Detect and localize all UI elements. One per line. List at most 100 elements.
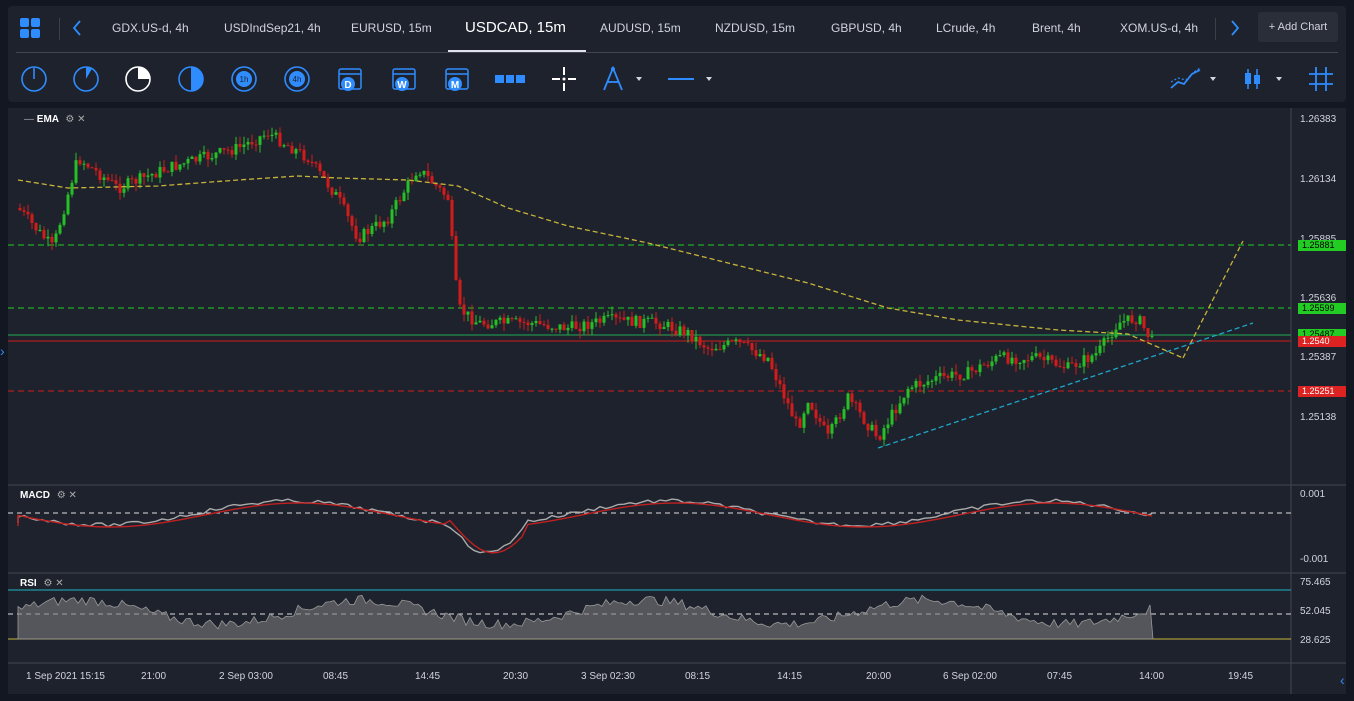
clock-4h-icon[interactable]: 4h	[282, 64, 312, 94]
candle	[166, 171, 170, 173]
candle	[674, 330, 678, 335]
candle	[654, 317, 658, 324]
chart-type-icon[interactable]	[1168, 64, 1220, 94]
crosshair-icon[interactable]	[549, 64, 579, 94]
candle	[546, 324, 550, 329]
add-chart-button[interactable]: + Add Chart	[1258, 12, 1338, 42]
candlestick-icon[interactable]	[1242, 64, 1288, 94]
drawing-tools-icon[interactable]	[598, 64, 644, 94]
time-axis-label: 20:00	[866, 671, 892, 682]
tab-audusd[interactable]: AUDUSD, 15m	[600, 21, 681, 35]
price-axis-label: 1.25636	[1300, 293, 1337, 304]
chevron-left-icon[interactable]: ‹	[1340, 672, 1345, 688]
candle	[378, 221, 382, 227]
close-icon[interactable]: ✕	[55, 578, 64, 589]
candle	[114, 180, 118, 184]
calendar-day-icon[interactable]: D	[336, 64, 366, 94]
candle	[830, 424, 834, 434]
settings-icon[interactable]: ⚙	[65, 114, 75, 125]
calendar-week-icon[interactable]: W	[390, 64, 420, 94]
collapse-icon[interactable]: —	[24, 114, 34, 125]
clock-15m-icon[interactable]	[123, 64, 153, 94]
candle	[834, 417, 838, 425]
candle	[938, 372, 942, 377]
clock-1h-icon[interactable]: 1h	[229, 64, 259, 94]
candle	[178, 164, 182, 170]
candle	[858, 402, 862, 413]
candle	[234, 144, 238, 155]
candle	[70, 182, 74, 195]
candle	[586, 321, 590, 329]
candle	[202, 151, 206, 155]
candle	[606, 315, 610, 317]
price-chart-canvas[interactable]	[8, 108, 1346, 694]
candle	[1042, 356, 1046, 361]
candle	[110, 179, 114, 181]
clock-1m-icon[interactable]	[19, 64, 49, 94]
candle	[1014, 357, 1018, 364]
zoom-fit-icon[interactable]	[494, 64, 525, 94]
top-bar: GDX.US-d, 4h USDIndSep21, 4h EURUSD, 15m…	[8, 6, 1346, 102]
tab-eurusd[interactable]: EURUSD, 15m	[351, 21, 432, 35]
candle	[350, 216, 354, 226]
candle	[102, 177, 106, 180]
candle	[838, 417, 842, 419]
candle	[750, 343, 754, 351]
chevron-left-icon[interactable]	[72, 19, 82, 40]
candle	[902, 397, 906, 404]
tab-brent[interactable]: Brent, 4h	[1032, 21, 1081, 35]
candle	[1030, 356, 1034, 361]
grid-menu-icon[interactable]	[20, 18, 40, 38]
close-icon[interactable]: ✕	[77, 114, 86, 125]
close-icon[interactable]: ✕	[68, 490, 77, 501]
candle	[142, 173, 146, 177]
candle	[282, 145, 286, 147]
price-tag-current-bid: 1.25487	[1298, 329, 1346, 340]
candle	[746, 342, 750, 344]
candle	[798, 418, 802, 428]
tab-usdind[interactable]: USDIndSep21, 4h	[224, 21, 321, 35]
settings-icon[interactable]: ⚙	[43, 578, 53, 589]
candle	[1010, 357, 1014, 364]
candle	[642, 318, 646, 328]
chart-area[interactable]: — EMA ⚙ ✕ MACD ⚙ ✕ RSI ⚙ ✕ 1.26383 1.261…	[8, 108, 1346, 694]
candle	[578, 328, 582, 332]
tab-nzdusd[interactable]: NZDUSD, 15m	[715, 21, 796, 35]
chevron-right-icon[interactable]: ›	[0, 343, 5, 359]
time-axis-label: 08:45	[323, 671, 349, 682]
candle	[238, 144, 242, 147]
ema-label-wrap: — EMA ⚙ ✕	[24, 114, 86, 125]
calendar-month-icon[interactable]: M	[443, 64, 473, 94]
candle	[1026, 360, 1030, 362]
candle	[534, 321, 538, 324]
candle	[138, 173, 142, 184]
candle	[266, 135, 270, 137]
grid-toggle-icon[interactable]	[1306, 64, 1336, 94]
tab-gbpusd[interactable]: GBPUSD, 4h	[831, 21, 902, 35]
chevron-right-icon[interactable]	[1230, 19, 1240, 40]
ema-line	[17, 175, 1184, 359]
candle	[318, 163, 322, 172]
candle	[1022, 360, 1026, 363]
candle	[954, 371, 958, 375]
rsi-area	[17, 594, 1154, 640]
candle	[1062, 367, 1066, 369]
candle	[274, 132, 278, 135]
candle	[850, 393, 854, 403]
candle	[1066, 362, 1070, 369]
tab-lcrude[interactable]: LCrude, 4h	[936, 21, 996, 35]
candle	[438, 185, 442, 188]
time-axis-label: 21:00	[141, 671, 167, 682]
line-style-icon[interactable]	[664, 64, 716, 94]
candle	[862, 412, 866, 424]
tab-gdx[interactable]: GDX.US-d, 4h	[112, 21, 189, 35]
candle	[1038, 353, 1042, 357]
candle	[702, 345, 706, 348]
candle	[198, 154, 202, 162]
tab-xom[interactable]: XOM.US-d, 4h	[1120, 21, 1199, 35]
clock-30m-icon[interactable]	[176, 64, 206, 94]
tab-usdcad[interactable]: USDCAD, 15m	[465, 19, 566, 36]
clock-5m-icon[interactable]	[71, 64, 101, 94]
price-axis-label: 1.25387	[1300, 352, 1337, 363]
settings-icon[interactable]: ⚙	[56, 490, 66, 501]
